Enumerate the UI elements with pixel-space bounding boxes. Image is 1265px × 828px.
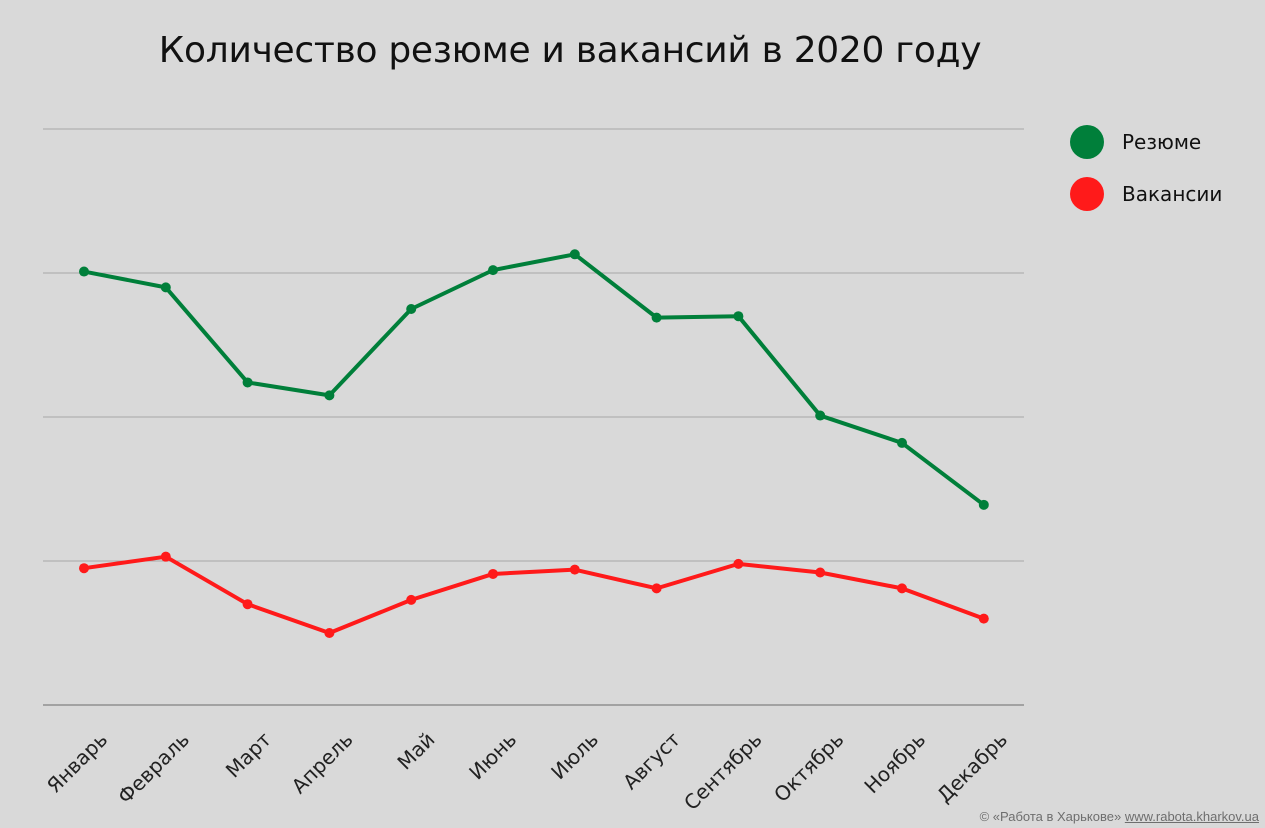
x-tick-label: Январь bbox=[42, 727, 112, 797]
data-point-vacancies-11 bbox=[978, 613, 989, 624]
data-point-vacancies-9 bbox=[815, 567, 826, 578]
data-point-vacancies-8 bbox=[733, 558, 744, 569]
x-axis-ticks: Январь Февраль Март Апрель Май Июнь Июль Август… bbox=[42, 727, 1012, 815]
legend-swatch-vacancies bbox=[1070, 177, 1104, 211]
data-point-vacancies-1 bbox=[160, 551, 171, 562]
footer-credit: © «Работа в Харькове» www.rabota.kharkov… bbox=[980, 809, 1259, 824]
series-line-resume bbox=[82, 252, 986, 507]
data-point-vacancies-4 bbox=[406, 594, 417, 605]
footer-link[interactable]: www.rabota.kharkov.ua bbox=[1124, 809, 1259, 824]
data-point-vacancies-10 bbox=[897, 583, 907, 594]
x-tick-label: Октябрь bbox=[769, 727, 848, 806]
legend-label-vacancies: Вакансии bbox=[1122, 182, 1223, 206]
x-tick-label: Июнь bbox=[464, 727, 521, 784]
data-point-resume-8 bbox=[733, 311, 744, 322]
series-group bbox=[79, 249, 989, 638]
data-point-vacancies-3 bbox=[324, 628, 335, 638]
x-tick-label: Май bbox=[392, 727, 439, 774]
x-tick-label: Март bbox=[221, 727, 276, 782]
legend-label-resume: Резюме bbox=[1122, 130, 1202, 154]
data-point-resume-9 bbox=[815, 410, 826, 421]
data-point-resume-10 bbox=[897, 437, 907, 448]
data-point-resume-1 bbox=[160, 282, 171, 293]
data-point-vacancies-6 bbox=[569, 564, 580, 575]
x-tick-label: Ноябрь bbox=[859, 727, 930, 798]
legend: Резюме Вакансии bbox=[1070, 124, 1222, 228]
data-point-resume-4 bbox=[406, 304, 417, 314]
x-tick-label: Февраль bbox=[113, 727, 194, 808]
data-point-resume-5 bbox=[488, 265, 498, 276]
series-line-vacancies bbox=[82, 554, 986, 635]
data-point-vacancies-2 bbox=[242, 599, 253, 610]
data-point-vacancies-5 bbox=[488, 568, 498, 579]
gridlines bbox=[43, 128, 1024, 706]
chart-title: Количество резюме и вакансий в 2020 году bbox=[158, 30, 982, 71]
data-point-resume-0 bbox=[79, 266, 89, 277]
legend-item-resume: Резюме bbox=[1070, 124, 1222, 160]
data-point-resume-3 bbox=[324, 390, 335, 401]
legend-item-vacancies: Вакансии bbox=[1070, 176, 1222, 212]
x-tick-label: Сентябрь bbox=[679, 727, 767, 815]
footer-copyright: © «Работа в Харькове» bbox=[979, 809, 1122, 824]
data-point-resume-2 bbox=[242, 377, 253, 388]
x-tick-label: Декабрь bbox=[932, 727, 1012, 807]
data-point-resume-7 bbox=[651, 312, 662, 323]
data-point-resume-6 bbox=[569, 249, 580, 260]
data-point-resume-11 bbox=[978, 499, 989, 510]
x-tick-label: Июль bbox=[546, 727, 603, 784]
x-tick-label: Апрель bbox=[287, 727, 358, 798]
legend-swatch-resume bbox=[1070, 125, 1104, 159]
data-point-vacancies-0 bbox=[79, 563, 89, 574]
data-point-vacancies-7 bbox=[651, 583, 662, 594]
x-tick-label: Август bbox=[618, 727, 685, 794]
